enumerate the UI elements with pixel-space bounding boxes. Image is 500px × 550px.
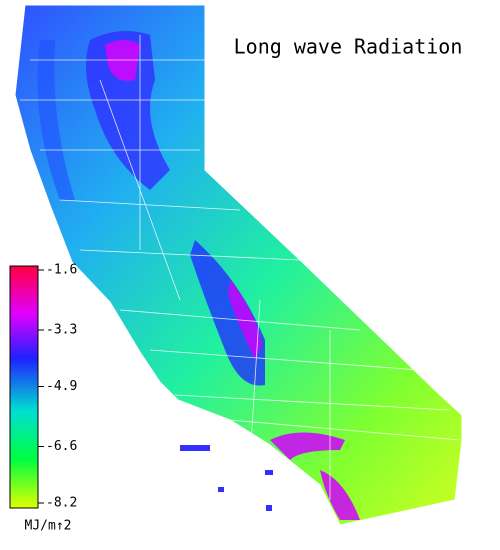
california-map bbox=[14, 4, 463, 526]
colorbar: -1.6 -3.3 -4.9 -6.6 -8.2 bbox=[9, 263, 77, 511]
sierra-peak bbox=[228, 280, 262, 360]
coast-band bbox=[37, 40, 75, 200]
peak-north bbox=[105, 40, 140, 81]
county-lines bbox=[20, 35, 461, 500]
colorbar-tick-label: -6.6 bbox=[46, 439, 77, 454]
colorbar-gradient bbox=[9, 265, 39, 509]
map-title: Long wave Radiation bbox=[234, 35, 463, 59]
colorbar-tick-label: -4.9 bbox=[46, 379, 77, 394]
colorbar-unit: MJ/m↑2 bbox=[25, 519, 72, 534]
colorbar-tick-label: -1.6 bbox=[46, 263, 77, 278]
south-peaks bbox=[270, 432, 360, 520]
colorbar-tick-label: -3.3 bbox=[46, 323, 77, 338]
colorbar-tick-label: -8.2 bbox=[46, 496, 77, 511]
state-shape bbox=[14, 4, 463, 526]
sierra-band bbox=[190, 240, 265, 386]
islands bbox=[180, 445, 273, 511]
